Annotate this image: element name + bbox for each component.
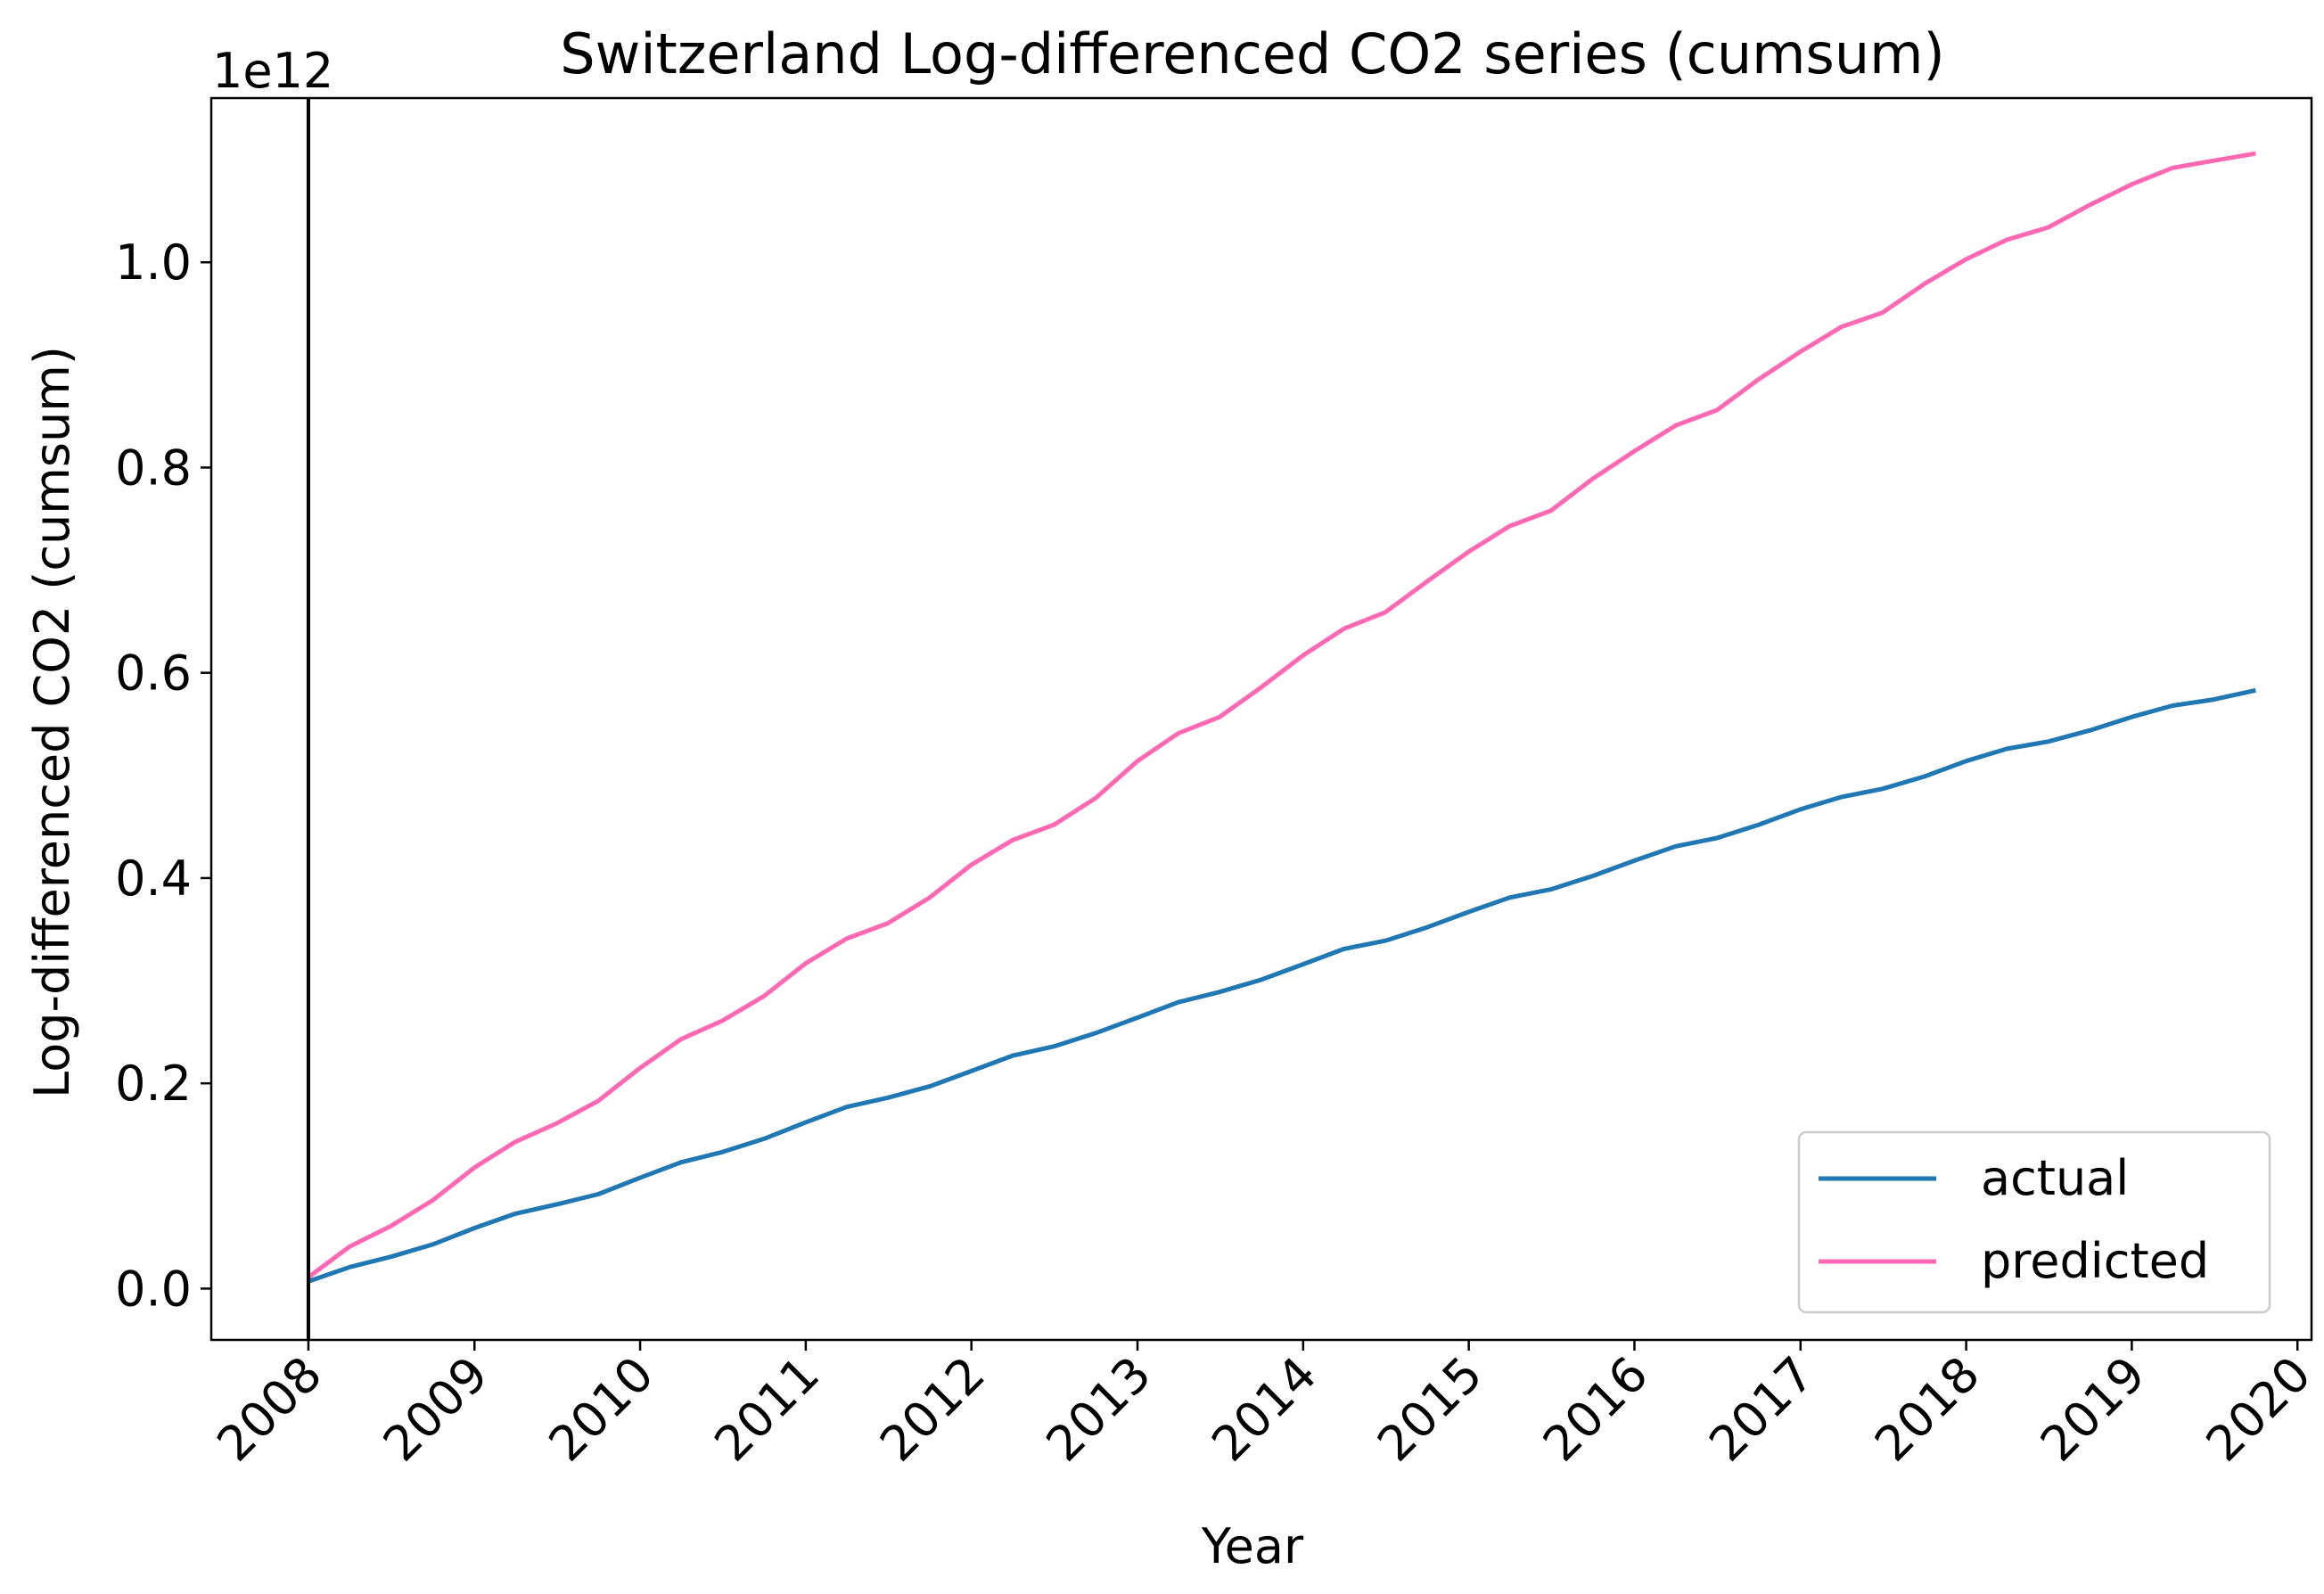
y-tick-label: 0.6 (115, 645, 192, 702)
y-tick-label: 0.4 (115, 850, 192, 907)
series-line-actual (308, 687, 2256, 1284)
y-offset-label: 1e12 (212, 43, 333, 99)
legend: actual predicted (1797, 1130, 2271, 1314)
x-axis-label: Year (1201, 1518, 1304, 1574)
y-tick-label: 0.2 (115, 1056, 192, 1112)
chart-title: Switzerland Log-differenced CO2 series (… (560, 21, 1944, 86)
axes-frame (209, 96, 2313, 1342)
y-tick-label: 0.8 (115, 440, 192, 496)
y-tick-label: 1.0 (115, 234, 192, 291)
y-axis-label: Log-differenced CO2 (cumsum) (24, 346, 80, 1098)
legend-label-predicted: predicted (1981, 1233, 2209, 1289)
y-tick-label: 0.0 (115, 1261, 192, 1317)
legend-label-actual: actual (1981, 1150, 2129, 1206)
series-line-predicted (307, 151, 2256, 1279)
